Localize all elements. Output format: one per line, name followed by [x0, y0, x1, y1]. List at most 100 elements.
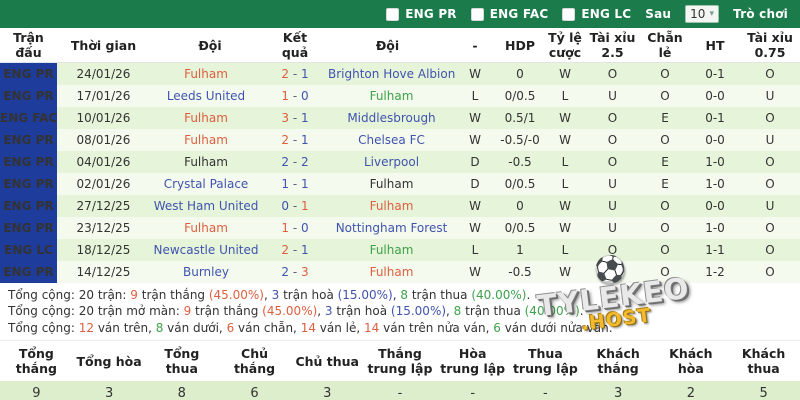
stat-header-cell: Hòa trung lập	[436, 340, 510, 381]
home-goals: 2	[281, 154, 290, 169]
league-toggle-eng-fac[interactable]: ENG FAC	[470, 7, 549, 21]
away-team-link[interactable]: Fulham	[369, 264, 414, 279]
home-team-link[interactable]: West Ham United	[153, 198, 259, 213]
away-team-link[interactable]: Brighton Hove Albion	[328, 66, 455, 81]
score-cell: 1 - 1	[270, 172, 320, 195]
stats-summary-table: Tổng thắng Tổng hòa Tổng thua Chủ thắng Chủ …	[0, 340, 800, 400]
summary-segment: 8	[453, 304, 462, 318]
summary-segment: Tổng cộng: 20 trận mở màn:	[8, 304, 184, 318]
home-team-link[interactable]: Burnley	[183, 264, 229, 279]
home-team-link[interactable]: Fulham	[184, 154, 228, 169]
stats-header-row: Tổng thắng Tổng hòa Tổng thua Chủ thắng Chủ …	[0, 340, 800, 381]
match-date: 10/01/26	[57, 106, 150, 129]
summary-segment: .	[526, 287, 531, 302]
col-header-ou075: Tài xỉu 0.75	[740, 28, 800, 63]
away-team-link[interactable]: Fulham	[369, 198, 414, 213]
away-team-link[interactable]: Fulham	[369, 242, 414, 257]
league-badge: ENG PR	[0, 128, 57, 151]
away-team-link[interactable]: Liverpool	[363, 154, 420, 169]
ou25-letter: O	[585, 260, 640, 283]
hdp-value: -0.5	[495, 260, 545, 283]
odds-letter: L	[545, 238, 585, 261]
home-team-link[interactable]: Fulham	[184, 220, 228, 235]
filter-bar: ENG PR ENG FAC ENG LC Sau 10 ▾ Trò chơi	[0, 0, 800, 28]
oddeven-letter: O	[640, 84, 690, 107]
match-row: ENG PR 24/01/26 Fulham 2 - 1 Brighton Hove A…	[0, 62, 800, 85]
summary-segment: ván dưới nửa ván.	[500, 320, 613, 335]
away-team-link[interactable]: Middlesbrough	[347, 110, 436, 125]
summary-segment: ván trên,	[94, 320, 156, 335]
odds-letter: L	[545, 150, 585, 173]
home-team-link[interactable]: Fulham	[184, 66, 228, 81]
summary-segment: 9	[130, 287, 138, 302]
league-badge: ENG LC	[0, 238, 57, 261]
match-date: 23/12/25	[57, 216, 150, 239]
checkbox-eng-pr[interactable]	[386, 7, 400, 21]
checkbox-eng-lc[interactable]	[562, 7, 576, 21]
ht-score: 0-0	[690, 84, 740, 107]
home-team-link[interactable]: Leeds United	[166, 88, 246, 103]
away-team-link[interactable]: Fulham	[369, 176, 414, 191]
home-team-link[interactable]: Fulham	[184, 110, 228, 125]
games-count-select[interactable]: 10 ▾	[685, 5, 720, 23]
home-team-link[interactable]: Crystal Palace	[163, 176, 249, 191]
summary-segment: ván trên nửa ván,	[379, 320, 494, 335]
home-goals: 2	[281, 242, 290, 257]
away-team-link[interactable]: Fulham	[369, 88, 414, 103]
match-date: 08/01/26	[57, 128, 150, 151]
match-row: ENG PR 23/12/25 Fulham 1 - 0 Nottingham Fore…	[0, 216, 800, 239]
summary-segment: ván chẵn,	[234, 320, 301, 335]
chevron-down-icon: ▾	[709, 9, 714, 19]
league-toggle-eng-pr[interactable]: ENG PR	[386, 7, 457, 21]
result-letter: W	[455, 194, 495, 217]
away-team-link[interactable]: Chelsea FC	[358, 132, 425, 147]
home-team-cell: Leeds United	[150, 84, 270, 107]
away-team-cell: Liverpool	[320, 150, 455, 173]
away-team-cell: Chelsea FC	[320, 128, 455, 151]
match-date: 18/12/25	[57, 238, 150, 261]
ou075-letter: O	[740, 150, 800, 173]
score-cell: 0 - 1	[270, 194, 320, 217]
col-header-away-team: Đội	[320, 28, 455, 63]
league-toggle-label: ENG LC	[581, 7, 632, 21]
ht-score: 1-1	[690, 238, 740, 261]
ht-score: 1-2	[690, 260, 740, 283]
hdp-value: 0	[495, 194, 545, 217]
score-separator: -	[289, 88, 301, 103]
league-badge: ENG FAC	[0, 106, 57, 129]
league-toggle-eng-lc[interactable]: ENG LC	[562, 7, 631, 21]
summary-segment: trận hoà	[332, 304, 391, 318]
home-goals: 2	[281, 264, 290, 279]
home-team-link[interactable]: Fulham	[184, 132, 228, 147]
oddeven-letter: E	[640, 106, 690, 129]
away-goals: 1	[300, 242, 309, 257]
away-team-cell: Middlesbrough	[320, 106, 455, 129]
score-separator: -	[289, 154, 301, 169]
ou25-letter: U	[585, 194, 640, 217]
home-goals: 2	[281, 132, 290, 147]
away-team-link[interactable]: Nottingham Forest	[335, 220, 448, 235]
summary-segment: trận thua	[461, 304, 525, 318]
games-count-value: 10	[690, 7, 706, 21]
away-goals: 1	[300, 176, 309, 191]
home-team-link[interactable]: Newcastle United	[153, 242, 259, 257]
score-separator: -	[289, 110, 301, 125]
match-date: 02/01/26	[57, 172, 150, 195]
oddeven-letter: O	[640, 216, 690, 239]
checkbox-eng-fac[interactable]	[470, 7, 484, 21]
summary-line: Tổng cộng: 20 trận mở màn: 9 trận thắng …	[8, 303, 800, 320]
result-letter: W	[455, 106, 495, 129]
game-label: Trò chơi	[733, 7, 788, 21]
result-letter: D	[455, 150, 495, 173]
score-cell: 1 - 0	[270, 216, 320, 239]
odds-letter: W	[545, 194, 585, 217]
home-goals: 1	[281, 220, 290, 235]
ht-score: 0-0	[690, 194, 740, 217]
match-date: 17/01/26	[57, 84, 150, 107]
hdp-value: 0	[495, 62, 545, 85]
summary-segment: trận thắng	[191, 304, 263, 318]
stat-header-cell: Thắng trung lập	[363, 340, 437, 381]
ou075-letter: U	[740, 84, 800, 107]
result-letter: W	[455, 260, 495, 283]
league-badge: ENG PR	[0, 150, 57, 173]
